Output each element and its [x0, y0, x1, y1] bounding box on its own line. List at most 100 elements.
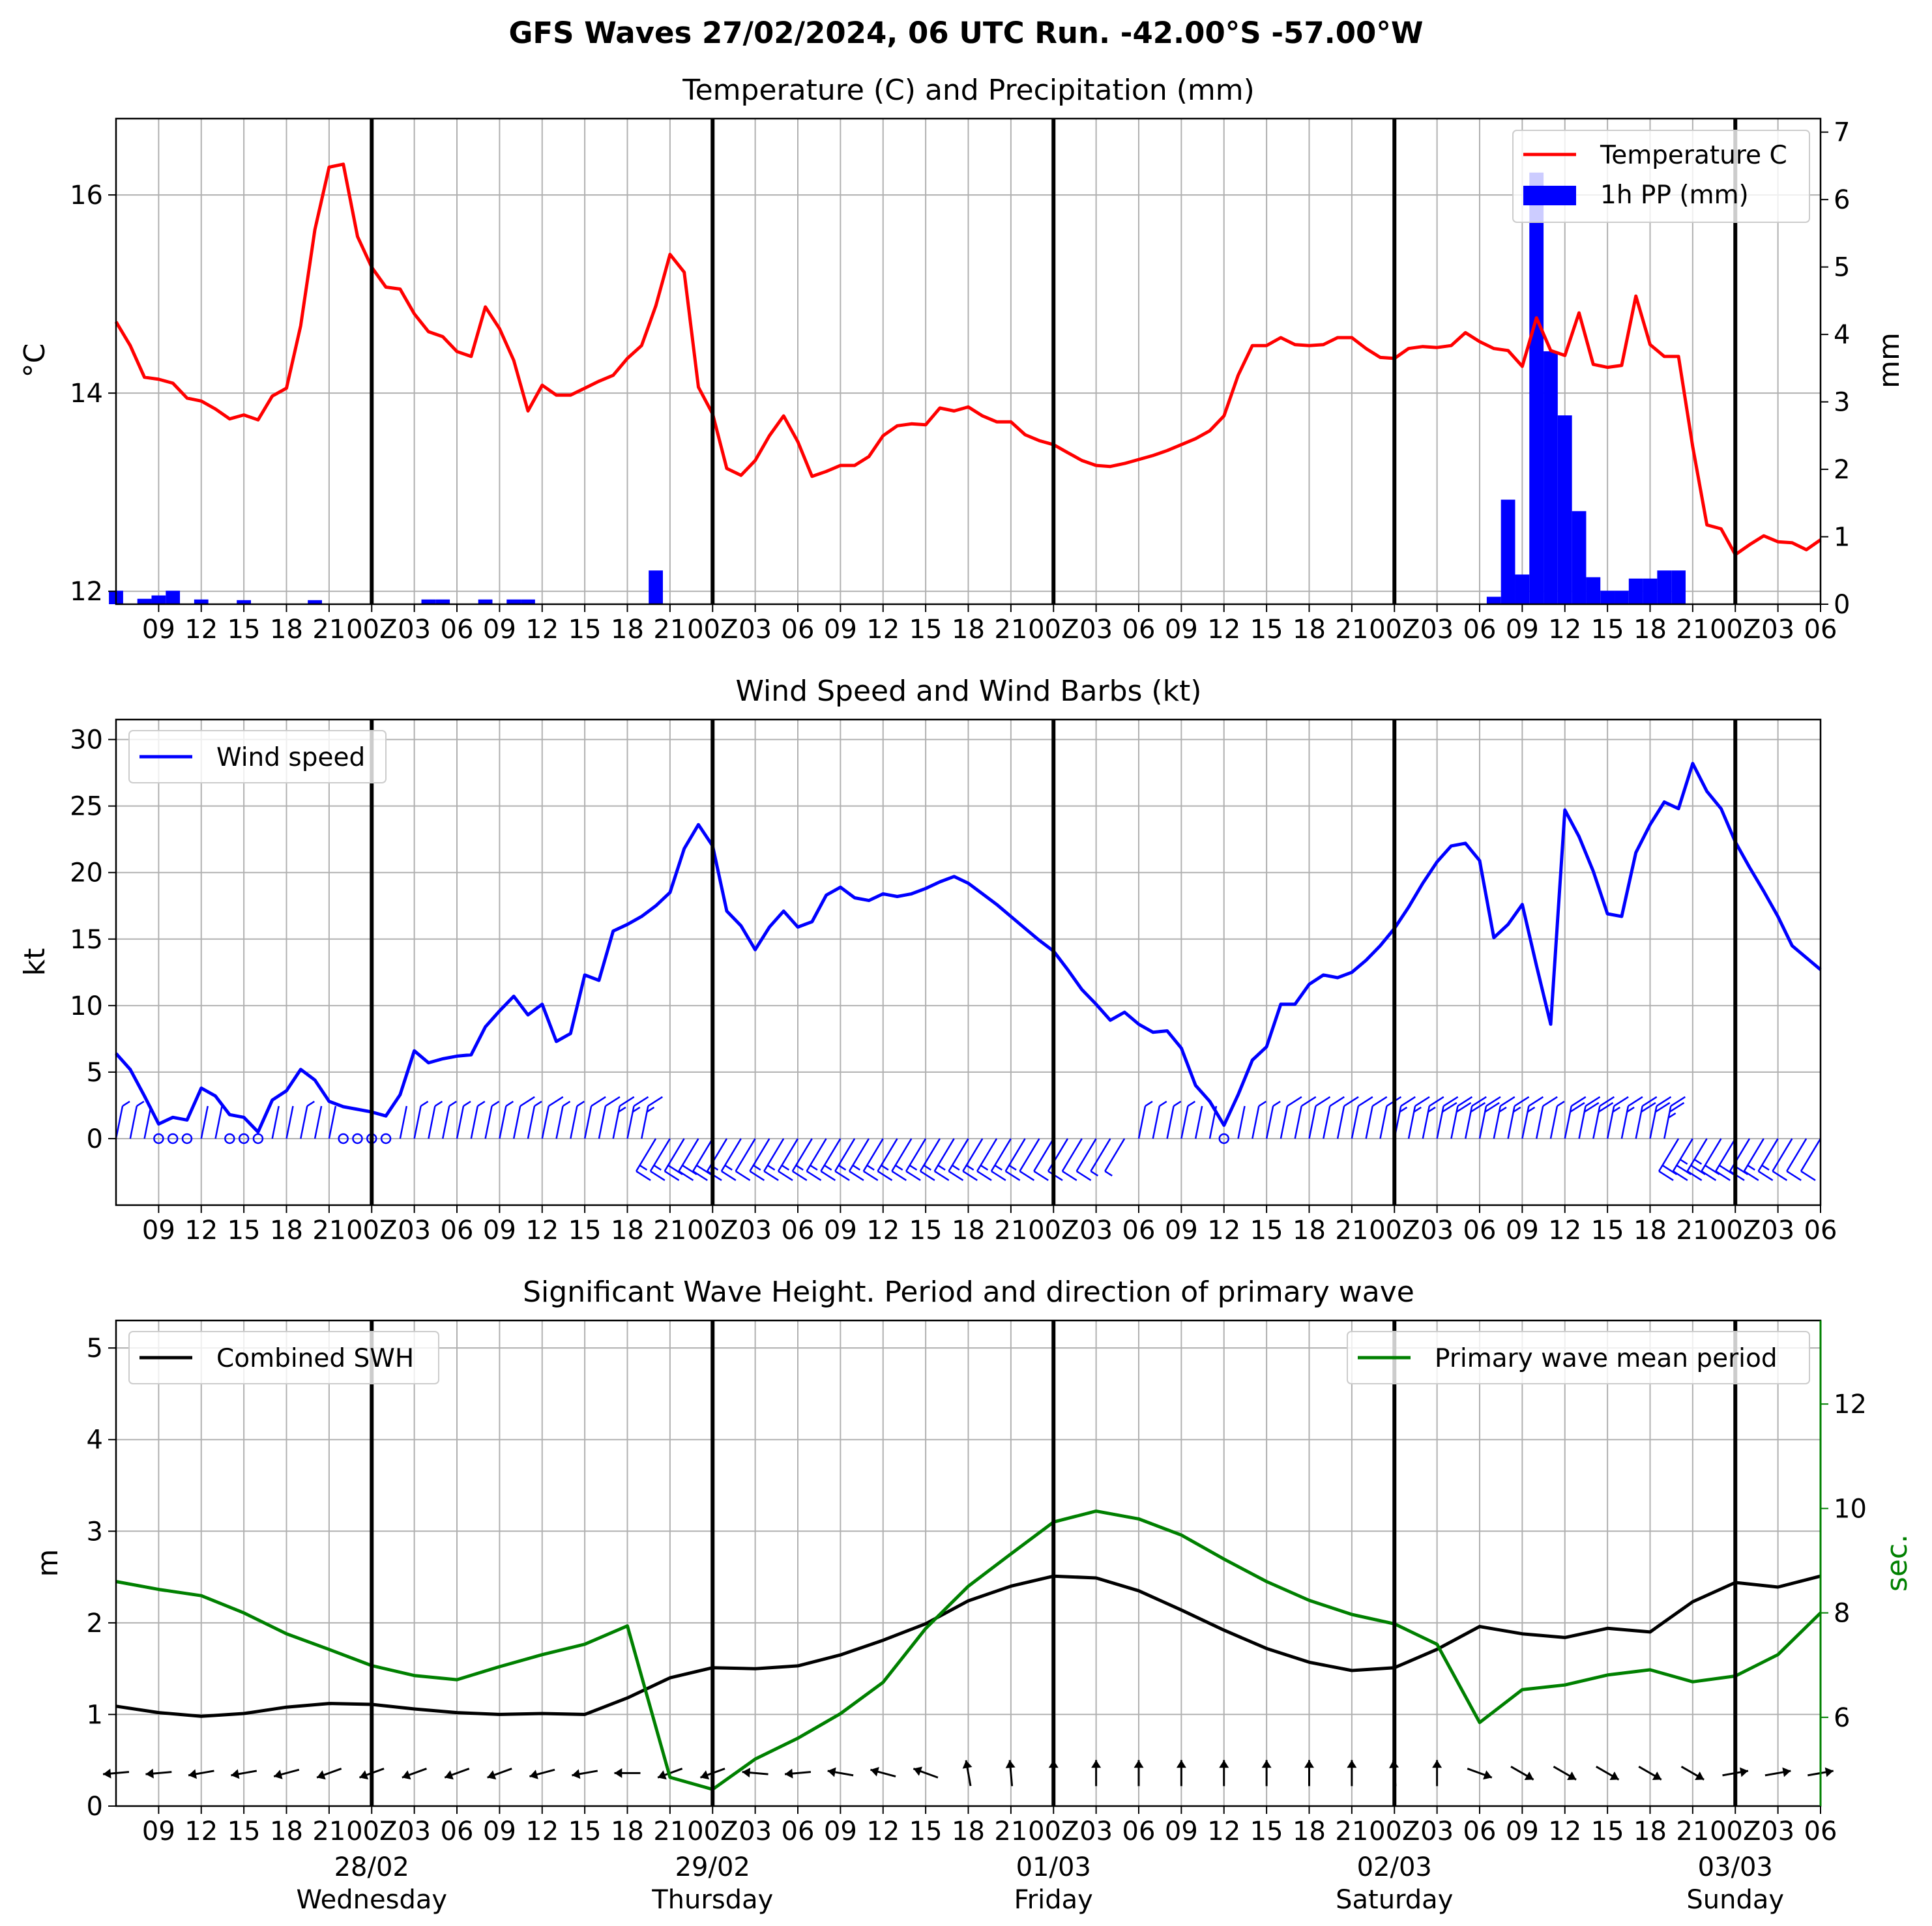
legend-swh-label: Combined SWH [216, 1344, 414, 1373]
barb-flag [1329, 1096, 1345, 1107]
barb-flag [1484, 1102, 1500, 1113]
wind-barb [143, 1105, 152, 1139]
x-tick-label: 03 [739, 615, 772, 645]
wave-direction-arrow [1596, 1766, 1620, 1781]
wind-x-ticks: 09 12 15 18 21 00Z 03 06 09 12 15 18 21 00Z 03 06 09 12 15… [142, 1205, 1837, 1246]
x-tick-label: 15 [1591, 615, 1624, 645]
wind-barb [626, 1096, 649, 1139]
x-tick-label: 15 [1591, 1817, 1624, 1846]
x-tick-label: 00Z [1369, 1817, 1420, 1846]
x-tick-label: 09 [824, 1817, 857, 1846]
wind-barb [763, 1138, 785, 1181]
precip-bar [435, 599, 450, 604]
barb-half-flag [781, 1164, 790, 1171]
barb-shaft [1061, 1138, 1083, 1172]
wave-direction-arrow [1261, 1760, 1272, 1787]
precip-bar [1557, 415, 1572, 604]
barb-flag [1585, 1096, 1601, 1107]
barb-flag [678, 1170, 694, 1181]
x-tick-label: 09 [142, 615, 175, 645]
barb-flag [1528, 1096, 1544, 1107]
barb-flag [976, 1170, 992, 1181]
arrow-head [1304, 1760, 1315, 1768]
x-tick-label: 03 [398, 1817, 431, 1846]
barb-shaft [1365, 1105, 1373, 1139]
day-weekday-label: Thursday [651, 1885, 773, 1915]
precip-bars [109, 172, 1686, 604]
wind-barb [1578, 1096, 1601, 1139]
barb-half-flag [434, 1100, 443, 1107]
x-tick-label: 03 [1079, 1216, 1113, 1246]
barb-shaft [512, 1105, 521, 1139]
barb-flag [1429, 1096, 1444, 1107]
barb-flag [1599, 1096, 1615, 1107]
x-tick-label: 06 [1463, 1216, 1497, 1246]
wind-barb [636, 1138, 657, 1181]
wind-barb [214, 1105, 223, 1139]
barb-flag [636, 1170, 651, 1181]
wind-barb [1351, 1096, 1373, 1139]
arrow-head [1219, 1760, 1229, 1768]
x-tick-label: 12 [1207, 1817, 1240, 1846]
barb-half-flag [994, 1164, 1003, 1171]
barb-flag [1655, 1102, 1671, 1113]
wave-direction-arrow [742, 1768, 768, 1778]
barb-shaft [328, 1105, 337, 1139]
wind-barb [1450, 1096, 1473, 1139]
barb-half-flag [767, 1164, 776, 1171]
arrow-head [742, 1768, 751, 1778]
x-tick-label: 15 [227, 1216, 261, 1246]
x-tick-label: 03 [1079, 615, 1113, 645]
wave-direction-arrow [1432, 1760, 1442, 1787]
wind-barb [1493, 1096, 1515, 1139]
barb-flag [1414, 1096, 1430, 1107]
barb-half-flag [895, 1164, 903, 1171]
x-tick-label: 00Z [1028, 615, 1079, 645]
barb-half-flag [1258, 1100, 1267, 1107]
wind-barb [285, 1105, 294, 1139]
wave-direction-arrow [1510, 1766, 1534, 1781]
x-tick-label: 00Z [687, 1216, 738, 1246]
barb-shaft [285, 1105, 294, 1139]
barb-shaft [1323, 1105, 1331, 1139]
y-tick-label: 15 [70, 925, 103, 955]
wave-direction-arrow [827, 1767, 854, 1777]
wind-barb-calm [380, 1133, 392, 1145]
wind-barb [456, 1100, 471, 1139]
wave-direction-arrow [1134, 1760, 1144, 1787]
barb-shaft [129, 1105, 138, 1139]
barb-flag [647, 1096, 663, 1107]
x-tick-label: 18 [611, 1817, 644, 1846]
barb-shaft [1786, 1138, 1808, 1172]
arrow-head [913, 1766, 923, 1776]
x-tick-label: 21 [312, 1817, 345, 1846]
arrow-head [1347, 1760, 1357, 1768]
x-tick-label: 21 [653, 615, 686, 645]
wind-barb [948, 1138, 969, 1181]
wind-barb [1180, 1100, 1196, 1139]
x-tick-label: 21 [1676, 1216, 1709, 1246]
wind-barb [413, 1100, 429, 1139]
wind-barb [1047, 1138, 1069, 1181]
wind-barb [1436, 1096, 1459, 1139]
wave-panel-title: Significant Wave Height. Period and dire… [523, 1276, 1414, 1309]
arrow-head [1609, 1771, 1619, 1780]
x-tick-label: 00Z [1028, 1216, 1079, 1246]
wind-barb [555, 1100, 571, 1139]
barb-half-flag [923, 1164, 931, 1171]
arrow-head [359, 1770, 369, 1780]
barb-flag [605, 1096, 621, 1107]
barb-flag [1642, 1096, 1658, 1107]
wind-barb [271, 1105, 280, 1139]
x-tick-label: 09 [1165, 1216, 1198, 1246]
wind-barb [1663, 1096, 1686, 1139]
barb-shaft [413, 1105, 422, 1139]
x-tick-label: 06 [782, 1216, 815, 1246]
wind-barb-calm [224, 1133, 235, 1145]
wind-barb [499, 1100, 514, 1139]
wind-barb [1166, 1100, 1182, 1139]
wave-direction-arrow [1091, 1760, 1102, 1787]
